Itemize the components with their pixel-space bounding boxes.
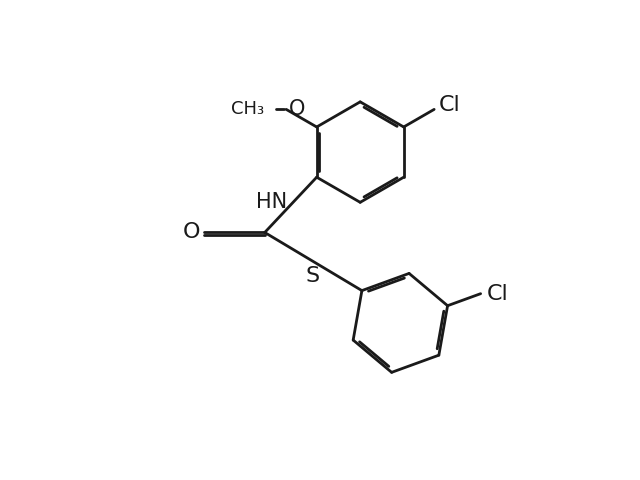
Text: S: S [305,265,319,286]
Text: O: O [183,222,201,242]
Text: HN: HN [256,192,287,212]
Text: CH₃: CH₃ [230,100,264,119]
Text: Cl: Cl [439,96,461,115]
Text: O: O [289,99,305,120]
Text: Cl: Cl [486,284,508,304]
